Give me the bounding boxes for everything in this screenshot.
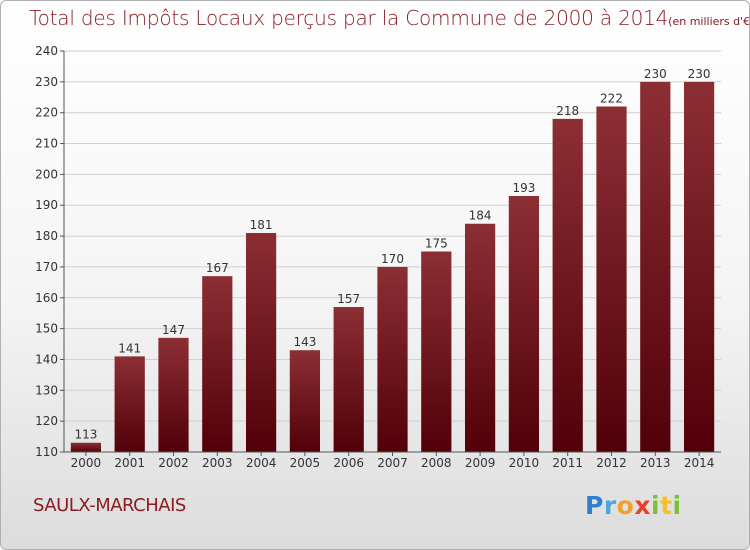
x-tick-label: 2013 — [640, 456, 671, 470]
y-tick-label: 230 — [35, 75, 58, 89]
chart-title-unit: (en milliers d'€) — [668, 15, 750, 28]
proxiti-logo: Proxiti — [585, 491, 682, 520]
y-tick-label: 180 — [35, 229, 58, 243]
bar — [464, 223, 496, 452]
bar — [245, 232, 277, 452]
data-label: 230 — [688, 67, 711, 81]
x-tick-label: 2002 — [158, 456, 189, 470]
x-tick-label: 2003 — [202, 456, 233, 470]
bar — [640, 81, 671, 452]
y-tick-label: 120 — [35, 414, 58, 428]
bar — [596, 106, 627, 453]
data-label: 222 — [600, 92, 623, 106]
y-tick-label: 220 — [35, 106, 58, 120]
data-label: 184 — [469, 209, 492, 223]
data-label: 181 — [250, 218, 273, 232]
bar — [158, 337, 189, 452]
x-tick-label: 2014 — [684, 456, 715, 470]
bar — [289, 350, 321, 452]
y-tick-label: 140 — [35, 352, 58, 366]
y-tick-label: 110 — [35, 445, 58, 459]
x-tick-label: 2006 — [333, 456, 364, 470]
data-label: 218 — [556, 104, 579, 118]
data-label: 143 — [293, 335, 316, 349]
x-tick-label: 2012 — [596, 456, 627, 470]
y-tick-label: 190 — [35, 198, 58, 212]
y-tick-label: 130 — [35, 383, 58, 397]
y-tick-label: 210 — [35, 137, 58, 151]
bar — [683, 81, 715, 452]
y-tick-label: 150 — [35, 322, 58, 336]
x-tick-label: 2001 — [114, 456, 145, 470]
x-tick-label: 2007 — [377, 456, 408, 470]
bar — [377, 266, 408, 452]
x-tick-label: 2010 — [509, 456, 540, 470]
bar — [421, 251, 452, 452]
bar — [202, 276, 233, 452]
chart-title: Total des Impôts Locaux perçus par la Co… — [29, 6, 750, 30]
data-label: 147 — [162, 323, 185, 337]
data-label: 157 — [337, 292, 360, 306]
bar — [333, 307, 364, 452]
x-tick-label: 2009 — [465, 456, 496, 470]
x-tick-label: 2011 — [552, 456, 583, 470]
y-tick-label: 240 — [35, 44, 58, 58]
y-tick-label: 170 — [35, 260, 58, 274]
bar — [508, 195, 540, 452]
commune-name: SAULX-MARCHAIS — [33, 495, 186, 516]
data-label: 175 — [425, 237, 448, 251]
labels: 110 120 130 140 150 160 170 180 190 200 210 220 230 2… — [35, 44, 714, 470]
data-label: 193 — [512, 181, 535, 195]
chart-title-text: Total des Impôts Locaux perçus par la Co… — [29, 6, 669, 30]
y-tick-label: 160 — [35, 291, 58, 305]
data-label: 170 — [381, 252, 404, 266]
bar — [114, 356, 145, 452]
bars — [70, 81, 715, 453]
y-tick-label: 200 — [35, 167, 58, 181]
x-tick-label: 2000 — [71, 456, 102, 470]
x-tick-label: 2005 — [290, 456, 321, 470]
x-tick-label: 2004 — [246, 456, 277, 470]
axes — [60, 50, 721, 456]
data-label: 230 — [644, 67, 667, 81]
data-label: 113 — [74, 428, 97, 442]
data-label: 141 — [118, 341, 141, 355]
x-tick-label: 2008 — [421, 456, 452, 470]
bar — [70, 442, 102, 452]
bar — [552, 118, 583, 452]
data-label: 167 — [206, 261, 229, 275]
